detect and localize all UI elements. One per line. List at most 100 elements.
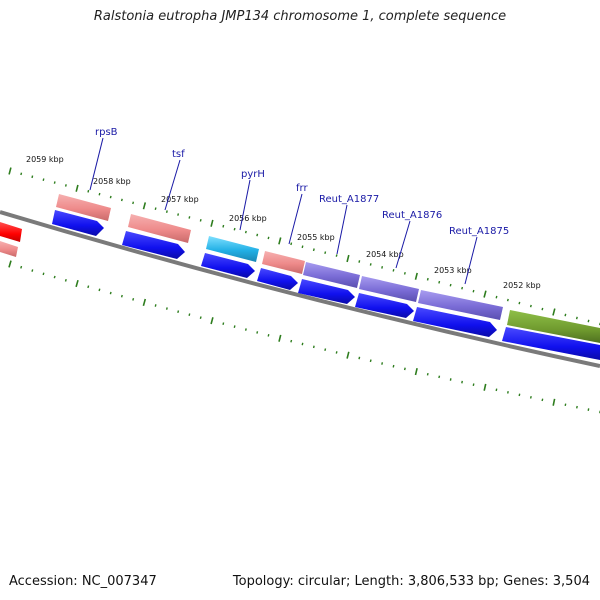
gene-label-Reut_A1877[interactable]: Reut_A1877 — [319, 194, 379, 205]
scale-ticks-inner — [8, 260, 600, 414]
gene-label-Reut_A1875[interactable]: Reut_A1875 — [449, 226, 509, 237]
scale-tick-minor — [53, 181, 56, 184]
cds-arrow[interactable] — [122, 231, 185, 259]
scale-tick-minor — [120, 294, 123, 298]
scale-tick-minor — [165, 307, 168, 310]
gene-label-leader — [288, 193, 303, 245]
feature-olive[interactable] — [507, 310, 600, 343]
scale-tick-minor — [564, 313, 567, 317]
gene-label-leader — [336, 204, 348, 255]
gene-frr-feature[interactable] — [262, 251, 305, 274]
scale-tick-minor — [98, 192, 101, 196]
gene-label-Reut_A1876[interactable]: Reut_A1876 — [382, 210, 442, 221]
scale-tick-minor — [233, 325, 236, 328]
scale-tick-minor — [233, 227, 236, 231]
scale-tick-minor — [244, 328, 247, 331]
scale-label: 2055 kbp — [297, 233, 335, 242]
scale-tick-minor — [256, 331, 259, 334]
scale-tick-major — [552, 308, 556, 316]
gene-Reut_A1876-feature[interactable] — [359, 276, 419, 302]
scale-tick-minor — [507, 391, 509, 394]
accession-text: Accession: NC_007347 — [9, 574, 157, 589]
map-title: Ralstonia eutropha JMP134 chromosome 1, … — [93, 9, 507, 24]
gene-label-pyrH[interactable]: pyrH — [241, 169, 265, 180]
scale-tick-minor — [222, 224, 225, 228]
scale-tick-minor — [449, 283, 452, 287]
cds-arrow[interactable] — [298, 279, 355, 304]
scale-label: 2053 kbp — [434, 266, 472, 275]
scale-tick-minor — [564, 403, 567, 407]
gene-label-leader — [464, 236, 478, 285]
scale-tick-minor — [381, 266, 384, 269]
scale-tick-major — [414, 368, 418, 376]
cds-arrow[interactable] — [257, 268, 298, 290]
scale-tick-minor — [426, 372, 429, 376]
scale-label: 2052 kbp — [503, 281, 541, 290]
cds-arrow[interactable] — [502, 327, 600, 360]
scale-ticks-outer — [8, 167, 600, 326]
scale-tick-minor — [64, 278, 67, 282]
cds-arrow[interactable] — [52, 210, 104, 236]
scale-tick-minor — [199, 219, 202, 222]
scale-tick-minor — [312, 248, 315, 252]
scale-tick-minor — [392, 269, 395, 272]
scale-tick-minor — [42, 178, 45, 181]
scale-tick-major — [8, 260, 12, 268]
scale-tick-minor — [392, 364, 395, 368]
scale-tick-minor — [64, 184, 67, 187]
feature-pink-edge[interactable] — [0, 241, 18, 257]
cds-arrow[interactable] — [413, 307, 497, 337]
scale-tick-minor — [587, 408, 590, 411]
gene-tsf-feature[interactable] — [128, 214, 191, 243]
gene-Reut_A1875-feature[interactable] — [418, 290, 503, 320]
scale-tick-minor — [290, 339, 293, 343]
scale-tick-minor — [20, 265, 23, 269]
scale-tick-minor — [87, 189, 90, 193]
scale-tick-minor — [290, 242, 293, 246]
scale-tick-minor — [358, 356, 361, 360]
cds-arrow[interactable] — [201, 253, 255, 278]
scale-tick-minor — [244, 230, 247, 234]
scale-tick-minor — [301, 342, 304, 346]
scale-tick-minor — [369, 263, 372, 266]
scale-tick-minor — [403, 272, 406, 275]
scale-tick-major — [483, 290, 487, 298]
scale-tick-minor — [20, 172, 23, 176]
scale-tick-minor — [132, 201, 135, 205]
scale-tick-minor — [301, 245, 304, 249]
scale-tick-major — [210, 219, 214, 227]
gene-pyrH-feature[interactable] — [206, 236, 259, 262]
scale-tick-minor — [98, 288, 101, 292]
scale-tick-minor — [31, 269, 34, 272]
scale-tick-minor — [506, 298, 509, 302]
cds-arrow[interactable] — [355, 293, 414, 318]
scale-tick-minor — [109, 291, 112, 295]
scale-tick-minor — [154, 304, 157, 307]
scale-tick-minor — [109, 195, 112, 199]
gene-Reut_A1877-feature[interactable] — [303, 262, 360, 288]
gene-label-frr[interactable]: frr — [296, 183, 308, 194]
scale-tick-minor — [177, 310, 180, 314]
gene-label-tsf[interactable]: tsf — [172, 149, 185, 160]
scale-tick-minor — [518, 393, 521, 397]
scale-label: 2058 kbp — [93, 177, 131, 186]
scale-tick-minor — [381, 362, 384, 365]
gene-label-leader — [89, 137, 104, 191]
scale-tick-minor — [461, 286, 464, 290]
scale-label: 2057 kbp — [161, 195, 199, 204]
scale-tick-minor — [42, 272, 45, 276]
scale-tick-minor — [165, 210, 168, 213]
scale-tick-minor — [31, 175, 34, 179]
scale-tick-minor — [518, 301, 521, 305]
scale-tick-minor — [529, 396, 532, 399]
scale-tick-minor — [541, 307, 544, 311]
gene-label-rpsB[interactable]: rpsB — [95, 127, 118, 138]
scale-tick-minor — [335, 254, 338, 257]
scale-tick-minor — [541, 398, 544, 402]
feature-red[interactable] — [0, 222, 22, 242]
scale-tick-minor — [358, 260, 361, 263]
scale-tick-minor — [222, 322, 225, 325]
scale-tick-minor — [256, 233, 259, 237]
gene-rpsB-feature[interactable] — [56, 194, 111, 221]
